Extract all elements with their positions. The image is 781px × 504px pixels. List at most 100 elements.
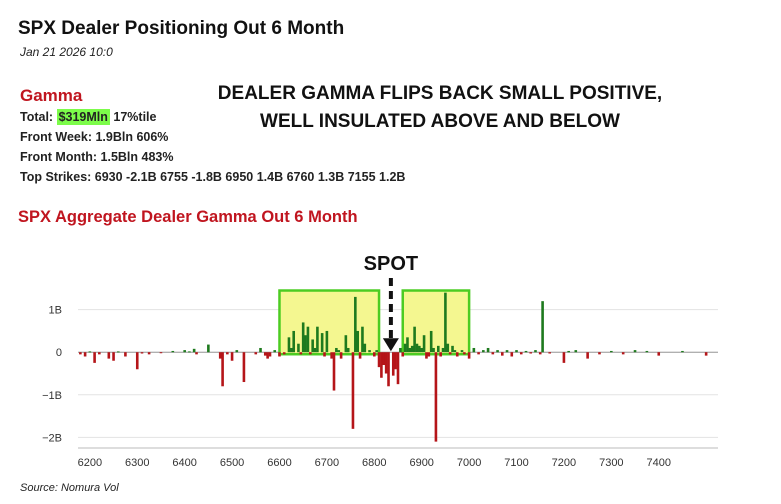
bar bbox=[124, 352, 127, 357]
bar bbox=[460, 350, 464, 353]
bar bbox=[467, 352, 471, 359]
gamma-heading: Gamma bbox=[20, 86, 83, 105]
bar bbox=[562, 352, 566, 363]
bar bbox=[346, 347, 350, 353]
bar bbox=[83, 352, 87, 357]
bar bbox=[330, 352, 333, 359]
bar bbox=[332, 352, 336, 391]
page-title: SPX Dealer Positioning Out 6 Month bbox=[18, 18, 345, 39]
bar bbox=[116, 351, 120, 353]
bar bbox=[403, 343, 407, 353]
x-tick-label: 7000 bbox=[457, 457, 481, 469]
bar bbox=[323, 352, 326, 357]
bar bbox=[413, 326, 416, 353]
bar bbox=[159, 352, 163, 354]
x-tick-label: 6900 bbox=[409, 457, 433, 469]
bar bbox=[358, 352, 362, 359]
bar bbox=[311, 339, 314, 353]
headline-line-1: DEALER GAMMA FLIPS BACK SMALL POSITIVE, bbox=[217, 83, 663, 104]
bar bbox=[425, 352, 428, 359]
bar bbox=[304, 335, 307, 353]
bar bbox=[541, 301, 544, 353]
gamma-total-label: Total: bbox=[20, 110, 54, 124]
bar bbox=[273, 350, 277, 353]
bar bbox=[491, 352, 495, 355]
bar bbox=[356, 330, 360, 353]
bar bbox=[645, 350, 649, 353]
bar bbox=[574, 350, 578, 353]
bar bbox=[436, 345, 440, 353]
bar bbox=[266, 352, 269, 359]
bar bbox=[268, 352, 272, 357]
bar bbox=[422, 335, 426, 353]
bar bbox=[453, 350, 457, 353]
bar bbox=[380, 352, 383, 378]
bar bbox=[259, 347, 262, 353]
bar bbox=[140, 352, 144, 354]
bar bbox=[308, 352, 312, 355]
bar bbox=[610, 350, 613, 353]
bar bbox=[529, 352, 533, 354]
bar bbox=[681, 350, 684, 353]
bar bbox=[195, 352, 198, 355]
bar bbox=[361, 326, 364, 353]
timestamp: Jan 21 2026 10:0 bbox=[20, 45, 113, 59]
x-tick-label: 7200 bbox=[552, 457, 576, 469]
bar bbox=[301, 322, 305, 353]
bar bbox=[633, 350, 637, 353]
bar bbox=[375, 350, 378, 353]
bar bbox=[242, 352, 246, 383]
bar bbox=[391, 352, 395, 376]
bar bbox=[704, 352, 708, 356]
bar bbox=[306, 326, 310, 353]
bar bbox=[446, 343, 450, 353]
bar bbox=[79, 352, 82, 355]
bar bbox=[171, 350, 175, 353]
bar bbox=[226, 352, 229, 355]
gamma-total-line: Total: $319Mln 17%tile bbox=[20, 109, 157, 125]
bar bbox=[230, 352, 234, 361]
y-tick-label: 0 bbox=[56, 347, 62, 359]
bar bbox=[415, 343, 419, 353]
bar bbox=[441, 347, 445, 353]
bar bbox=[496, 350, 499, 353]
bar bbox=[399, 347, 402, 353]
x-axis-ticks: 6200 6300 6400 6500 6600 6700 6800 6900 7000 7100… bbox=[78, 457, 671, 469]
y-tick-label: −1B bbox=[42, 390, 62, 402]
bar bbox=[254, 352, 258, 355]
bar bbox=[263, 352, 267, 356]
bar bbox=[505, 350, 509, 353]
chart-title: SPX Aggregate Dealer Gamma Out 6 Month bbox=[18, 208, 358, 226]
chart-bars bbox=[79, 292, 708, 442]
bar bbox=[418, 345, 421, 353]
front-month-line: Front Month: 1.5Bln 483% bbox=[20, 150, 174, 164]
bar bbox=[477, 352, 480, 355]
bar bbox=[207, 344, 210, 353]
x-tick-label: 6400 bbox=[172, 457, 196, 469]
y-axis-ticks: 1B 0 −1B −2B bbox=[42, 305, 62, 445]
bar bbox=[147, 352, 151, 355]
bar bbox=[363, 343, 367, 353]
bar bbox=[429, 330, 433, 353]
bar bbox=[335, 347, 338, 353]
bar bbox=[235, 350, 239, 353]
spot-label: SPOT bbox=[364, 253, 418, 275]
bar bbox=[344, 335, 348, 353]
bar bbox=[500, 352, 504, 356]
bar bbox=[448, 352, 452, 355]
bar bbox=[396, 352, 400, 385]
bar bbox=[188, 351, 191, 353]
bar bbox=[567, 350, 570, 353]
bar bbox=[427, 352, 431, 357]
bar bbox=[98, 352, 101, 355]
bar bbox=[486, 347, 490, 353]
gamma-bar-chart: 1B 0 −1B −2B 6200 6300 6400 6500 6600 6700 6800 69… bbox=[42, 253, 718, 469]
bar bbox=[657, 352, 661, 356]
bar bbox=[368, 350, 371, 353]
bar bbox=[451, 345, 454, 353]
bar bbox=[482, 350, 485, 353]
bar bbox=[377, 352, 381, 368]
x-tick-label: 6500 bbox=[220, 457, 244, 469]
gamma-total-value: $319Mln bbox=[56, 109, 110, 125]
x-tick-label: 6200 bbox=[78, 457, 102, 469]
